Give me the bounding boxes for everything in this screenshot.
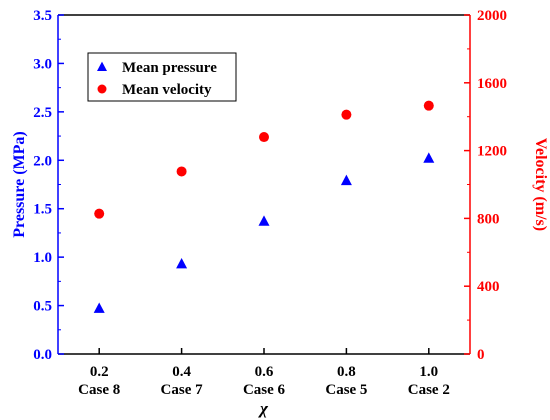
x-axis-title: χ	[258, 399, 269, 418]
legend: Mean pressure Mean velocity	[87, 52, 237, 102]
velocity-point	[176, 166, 187, 177]
velocity-point	[94, 208, 105, 219]
x-tick-label: 1.0	[419, 364, 438, 380]
x-case-label: Case 6	[243, 382, 286, 398]
left-y-tick-label: 3.5	[33, 8, 52, 24]
x-case-label: Case 7	[161, 382, 204, 398]
velocity-point	[341, 109, 352, 120]
left-y-tick-label: 2.0	[33, 153, 52, 169]
x-case-label: Case 8	[78, 382, 120, 398]
x-tick-label: 0.6	[255, 364, 274, 380]
left-y-tick-label: 0.0	[33, 347, 52, 363]
pressure-point	[176, 257, 188, 269]
x-tick-label: 0.4	[172, 364, 191, 380]
velocity-point	[423, 100, 434, 111]
legend-label: Mean velocity	[122, 82, 212, 98]
data-marks	[93, 100, 435, 313]
right-y-tick-label: 800	[477, 211, 500, 227]
right-y-tick-label: 400	[477, 279, 500, 295]
right-y-axis-title: Velocity (m/s)	[532, 138, 549, 231]
right-y-tick-label: 1200	[477, 144, 507, 160]
right-y-tick-label: 1600	[477, 76, 507, 92]
pressure-point	[423, 152, 435, 163]
x-case-label: Case 5	[325, 382, 367, 398]
pressure-point	[93, 302, 105, 313]
left-y-tick-label: 1.5	[33, 202, 52, 218]
axes: 0.0 0.5 1.0 1.5 2.0 2.5 3.0 3.5 0 400 800 1200 1600 2…	[11, 8, 549, 418]
legend-box	[87, 52, 237, 102]
x-tick-label: 0.8	[337, 364, 356, 380]
legend-circle-marker	[97, 84, 107, 94]
left-y-axis-title: Pressure (MPa)	[11, 131, 28, 237]
x-case-label: Case 2	[408, 382, 450, 398]
legend-triangle-marker	[97, 61, 107, 72]
right-y-tick-label: 0	[477, 347, 485, 363]
x-tick-label: 0.2	[90, 364, 109, 380]
left-y-tick-label: 1.0	[33, 250, 52, 266]
pressure-point	[258, 215, 270, 226]
left-y-tick-label: 0.5	[33, 299, 52, 315]
legend-label: Mean pressure	[122, 60, 217, 76]
left-y-tick-label: 3.0	[33, 56, 52, 72]
velocity-point	[259, 132, 269, 143]
right-y-tick-label: 2000	[477, 8, 507, 24]
left-y-tick-label: 2.5	[33, 105, 52, 121]
pressure-point	[340, 174, 352, 186]
